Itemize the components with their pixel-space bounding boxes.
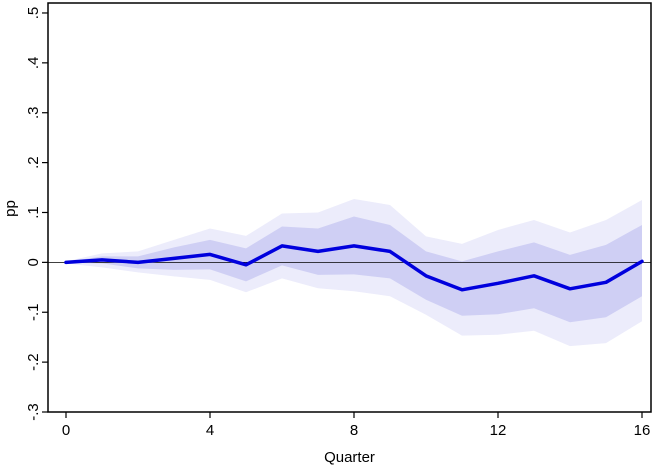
plot-area-frame (47, 2, 652, 413)
y-tick-label: -.1 (25, 303, 42, 321)
y-axis: -.3 -.2 -.1 0 .1 .2 .3 .4 .5 (25, 7, 48, 421)
series-lines (64, 244, 644, 292)
x-axis: 0 4 8 12 16 (62, 412, 651, 439)
x-tick-label: 16 (634, 422, 651, 439)
y-tick-label: .5 (25, 7, 42, 20)
y-tick-label: 0 (25, 258, 42, 266)
y-tick-label: .4 (25, 57, 42, 70)
y-tick-label: .1 (25, 206, 42, 219)
x-axis-title: Quarter (324, 449, 375, 466)
y-tick-label: .2 (25, 156, 42, 169)
y-tick-label: -.2 (25, 353, 42, 371)
x-tick-label: 8 (350, 422, 358, 439)
y-axis-title: pp (2, 200, 19, 217)
x-tick-label: 4 (206, 422, 214, 439)
y-tick-label: .3 (25, 106, 42, 119)
x-tick-label: 12 (490, 422, 507, 439)
impulse-response-line (64, 244, 644, 292)
x-tick-label: 0 (62, 422, 70, 439)
y-tick-label: -.3 (25, 403, 42, 421)
inner-confidence-band (66, 216, 642, 323)
confidence-bands (66, 199, 642, 347)
